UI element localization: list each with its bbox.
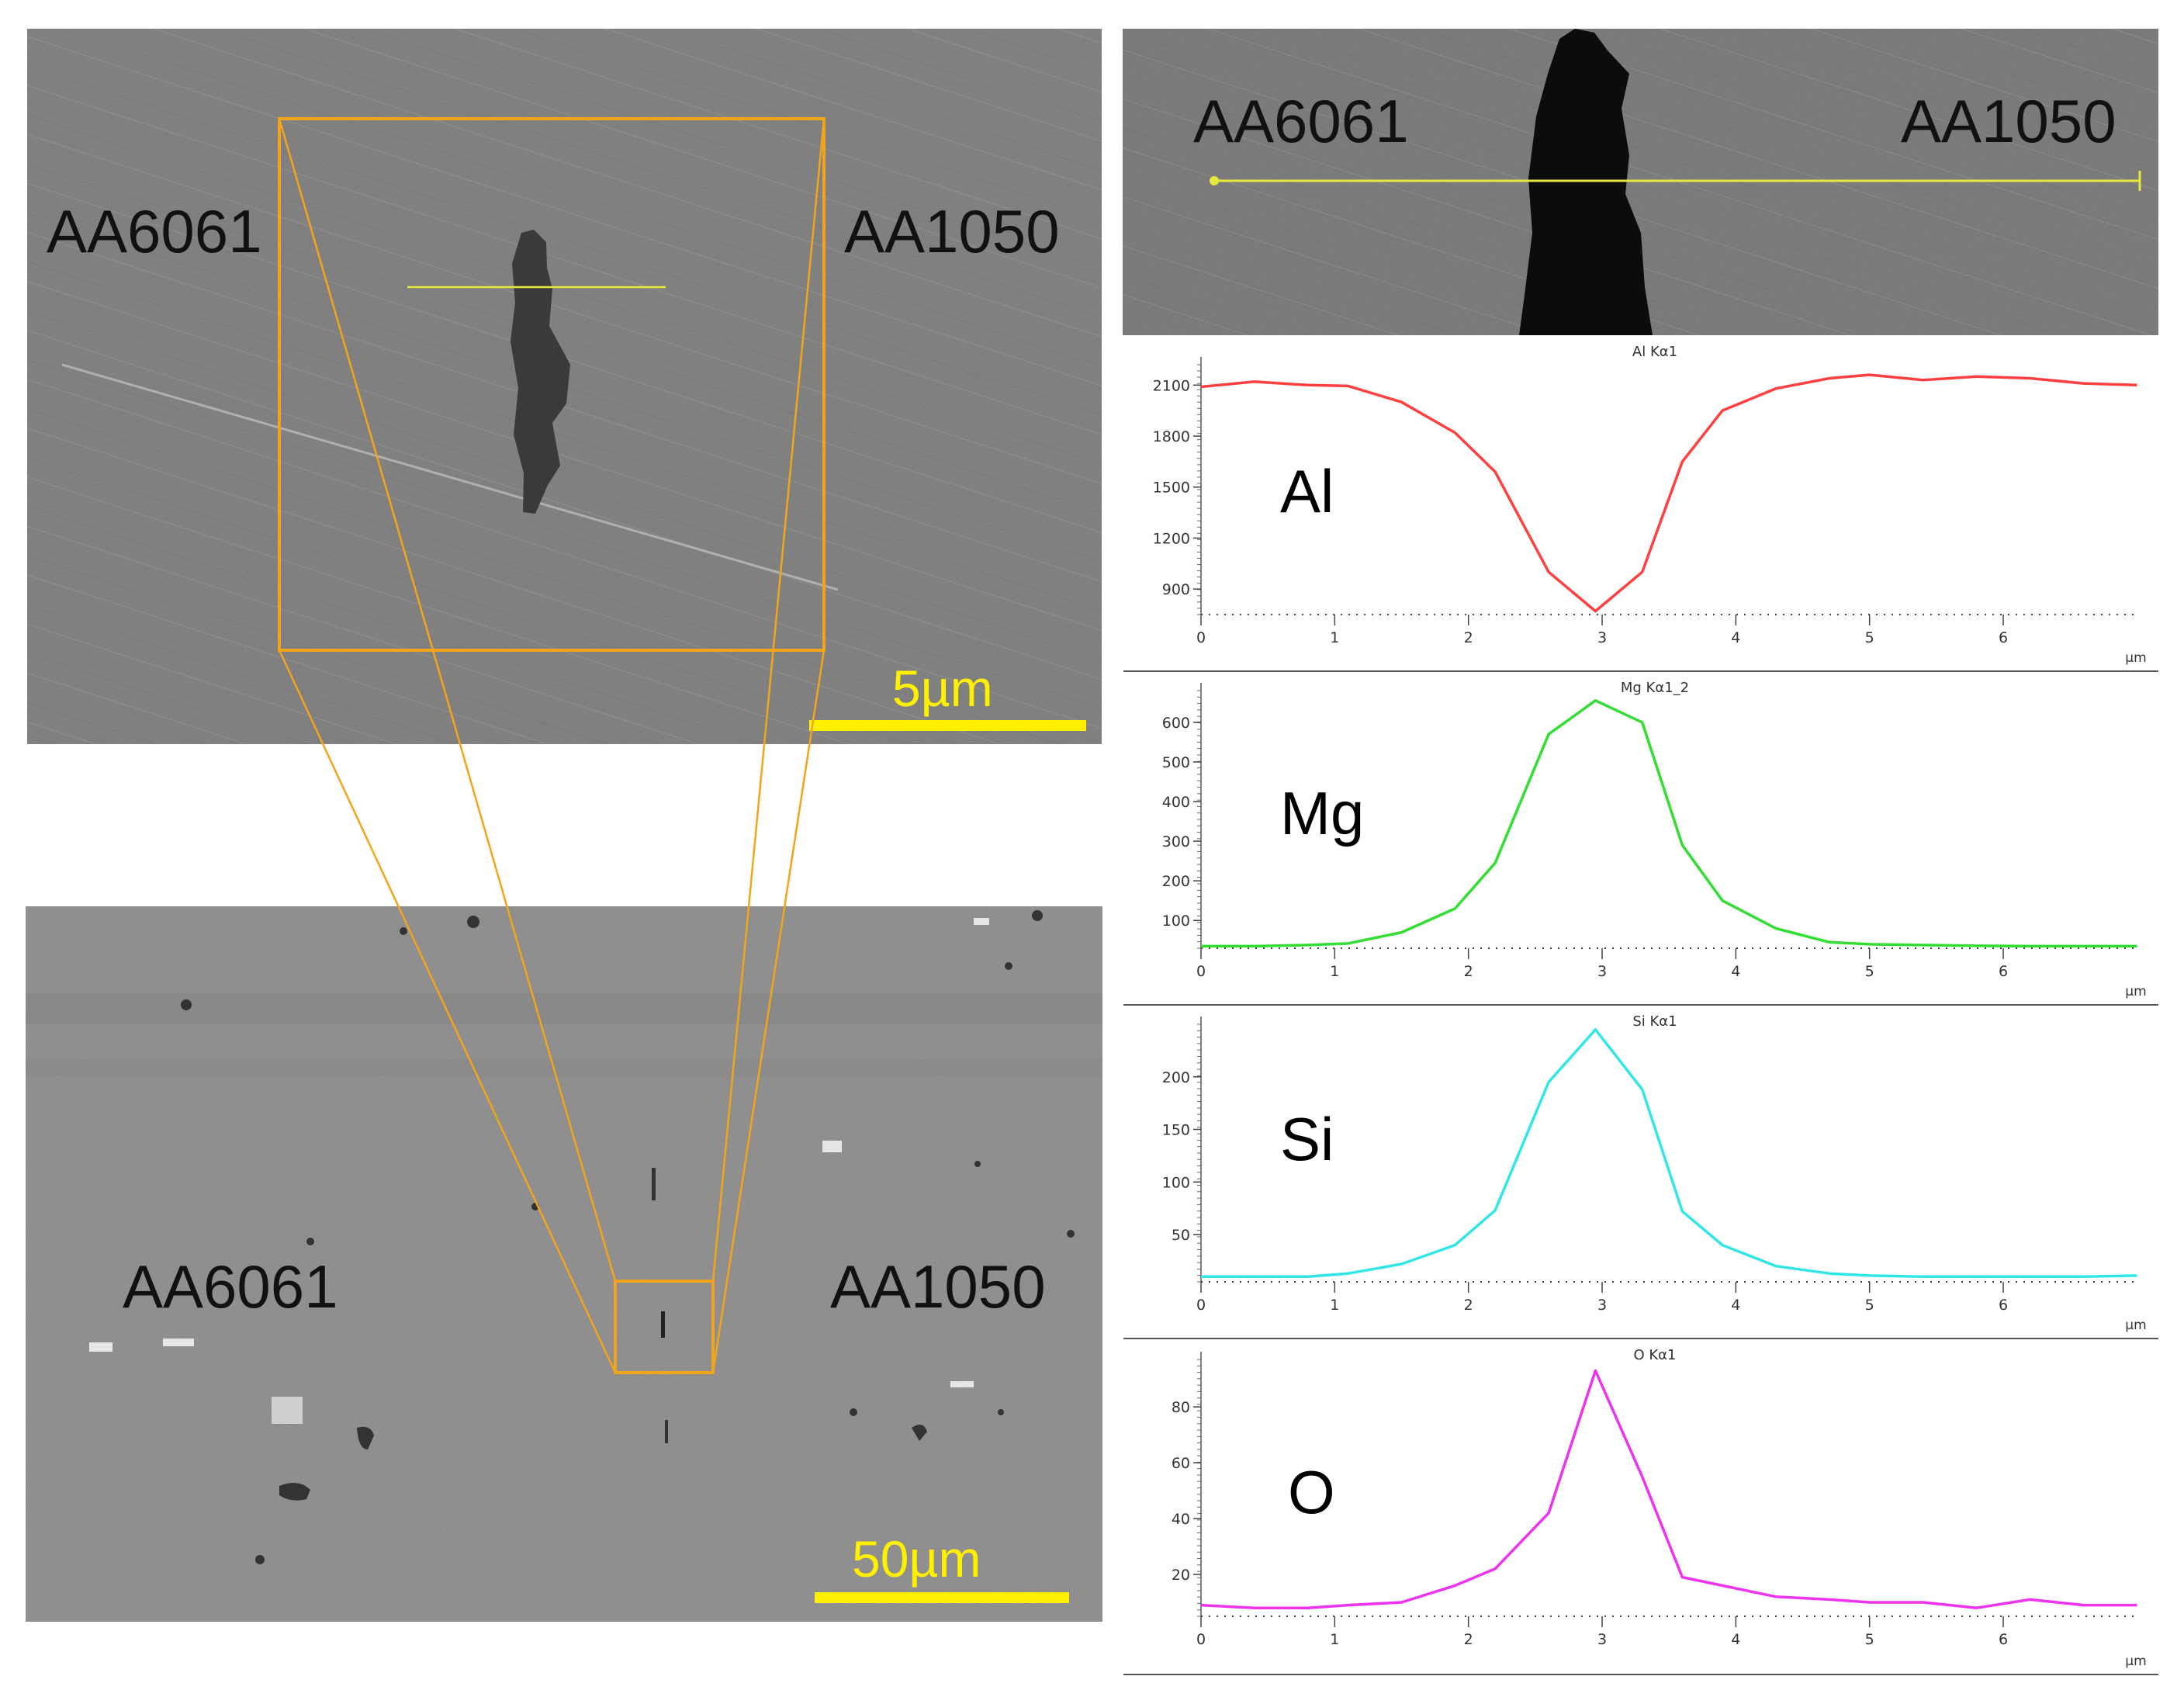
- x-tick-label: 0: [1196, 963, 1206, 980]
- chart-title: Si Kα1: [1632, 1013, 1677, 1030]
- chart-title: Mg Kα1_2: [1621, 680, 1689, 696]
- linescan-start-marker: [1210, 176, 1219, 185]
- chart-al: Al Kα1 900 1200 1500 1800 2100 0 1 2 3 4 5 6 µm Al: [1123, 344, 2158, 672]
- top-right-label: AA1050: [844, 197, 1060, 265]
- linescan-left-label: AA6061: [1193, 87, 1409, 155]
- series-line-al: [1200, 373, 2137, 613]
- element-label-al: Al: [1280, 457, 1334, 525]
- x-tick-label: 1: [1330, 963, 1339, 980]
- series-line-si: [1201, 1028, 2137, 1278]
- top-zoom-box: [278, 117, 825, 652]
- y-tick-label: 150: [1162, 1122, 1190, 1139]
- y-tick-label: 100: [1162, 913, 1190, 930]
- x-tick-label: 2: [1464, 963, 1473, 980]
- bottom-right-label: AA1050: [830, 1252, 1046, 1321]
- y-tick-label: 900: [1162, 581, 1190, 598]
- y-tick-label: 200: [1162, 873, 1190, 890]
- linescan-sem-image: AA6061 AA1050: [1123, 29, 2158, 335]
- x-tick-label: 5: [1865, 963, 1874, 980]
- x-tick-label: 3: [1597, 1297, 1607, 1314]
- y-tick-label: 40: [1172, 1511, 1190, 1528]
- x-tick-label: 5: [1865, 1631, 1874, 1648]
- top-left-label: AA6061: [47, 197, 262, 265]
- x-tick-label: 0: [1196, 629, 1206, 646]
- x-axis-unit: µm: [2125, 984, 2146, 999]
- x-tick-label: 0: [1196, 1631, 1206, 1648]
- element-label-si: Si: [1280, 1105, 1334, 1173]
- y-tick-label: 50: [1172, 1227, 1190, 1244]
- x-tick-label: 3: [1597, 963, 1607, 980]
- chart-mg: Mg Kα1_2 100 200 300 400 500 600 0 1 2 3 4 5 6 µm Mg: [1123, 680, 2158, 1006]
- x-axis-unit: µm: [2125, 1654, 2146, 1669]
- x-tick-label: 6: [1999, 629, 2008, 646]
- y-tick-label: 1500: [1153, 480, 1190, 497]
- x-axis-unit: µm: [2125, 650, 2146, 666]
- x-tick-label: 2: [1464, 1297, 1473, 1314]
- x-tick-label: 4: [1731, 629, 1740, 646]
- bottom-zoom-box: [614, 1280, 715, 1374]
- x-tick-label: 3: [1597, 629, 1607, 646]
- y-tick-label: 300: [1162, 833, 1190, 850]
- y-tick-label: 80: [1172, 1399, 1190, 1416]
- bottom-scale-bar: [815, 1592, 1069, 1603]
- x-tick-label: 1: [1330, 629, 1339, 646]
- x-tick-label: 4: [1731, 1297, 1740, 1314]
- x-tick-label: 5: [1865, 1297, 1874, 1314]
- top-scale-bar: [809, 720, 1086, 731]
- x-tick-label: 1: [1330, 1631, 1339, 1648]
- x-tick-label: 5: [1865, 629, 1874, 646]
- x-tick-label: 6: [1999, 1631, 2008, 1648]
- y-tick-label: 400: [1162, 794, 1190, 811]
- bottom-particle: [661, 1311, 665, 1338]
- bottom-left-label: AA6061: [123, 1252, 338, 1321]
- bottom-bright-specks: [89, 918, 989, 1424]
- chart-o: O Kα1 20 40 60 80 0 1 2 3 4 5 6 µm O: [1123, 1347, 2158, 1675]
- x-tick-label: 0: [1196, 1297, 1206, 1314]
- top-scale-bar-label: 5µm: [892, 660, 993, 717]
- top-sem-image: AA6061 AA1050 5µm: [27, 29, 1102, 744]
- y-tick-label: 20: [1172, 1567, 1190, 1584]
- chart-title: O Kα1: [1633, 1347, 1676, 1363]
- y-tick-label: 500: [1162, 754, 1190, 771]
- x-tick-label: 2: [1464, 1631, 1473, 1648]
- y-tick-label: 600: [1162, 715, 1190, 732]
- y-tick-label: 200: [1162, 1069, 1190, 1086]
- element-label-mg: Mg: [1280, 779, 1364, 847]
- y-tick-label: 2100: [1153, 377, 1190, 394]
- x-axis-unit: µm: [2125, 1318, 2146, 1333]
- y-tick-label: 1800: [1153, 428, 1190, 445]
- top-bright-streak: [61, 363, 839, 591]
- element-label-o: O: [1288, 1458, 1335, 1526]
- x-tick-label: 6: [1999, 963, 2008, 980]
- y-tick-label: 100: [1162, 1174, 1190, 1191]
- oxide-particle: [511, 230, 570, 514]
- x-tick-label: 4: [1731, 963, 1740, 980]
- bottom-specks: [181, 910, 1075, 1564]
- chart-title: Al Kα1: [1632, 344, 1677, 360]
- zoom-connectors: [278, 118, 825, 1373]
- x-tick-label: 3: [1597, 1631, 1607, 1648]
- chart-si: Si Kα1 50 100 150 200 0 1 2 3 4 5 6 µm Si: [1123, 1013, 2158, 1339]
- series-line-mg: [1201, 699, 2137, 948]
- x-tick-label: 6: [1999, 1297, 2008, 1314]
- x-tick-label: 2: [1464, 629, 1473, 646]
- x-tick-label: 4: [1731, 1631, 1740, 1648]
- bottom-scale-bar-label: 50µm: [852, 1530, 981, 1588]
- y-tick-label: 60: [1172, 1455, 1190, 1472]
- x-tick-label: 1: [1330, 1297, 1339, 1314]
- y-tick-label: 1200: [1153, 530, 1190, 547]
- series-line-o: [1200, 1369, 2137, 1609]
- linescan-right-label: AA1050: [1901, 87, 2117, 155]
